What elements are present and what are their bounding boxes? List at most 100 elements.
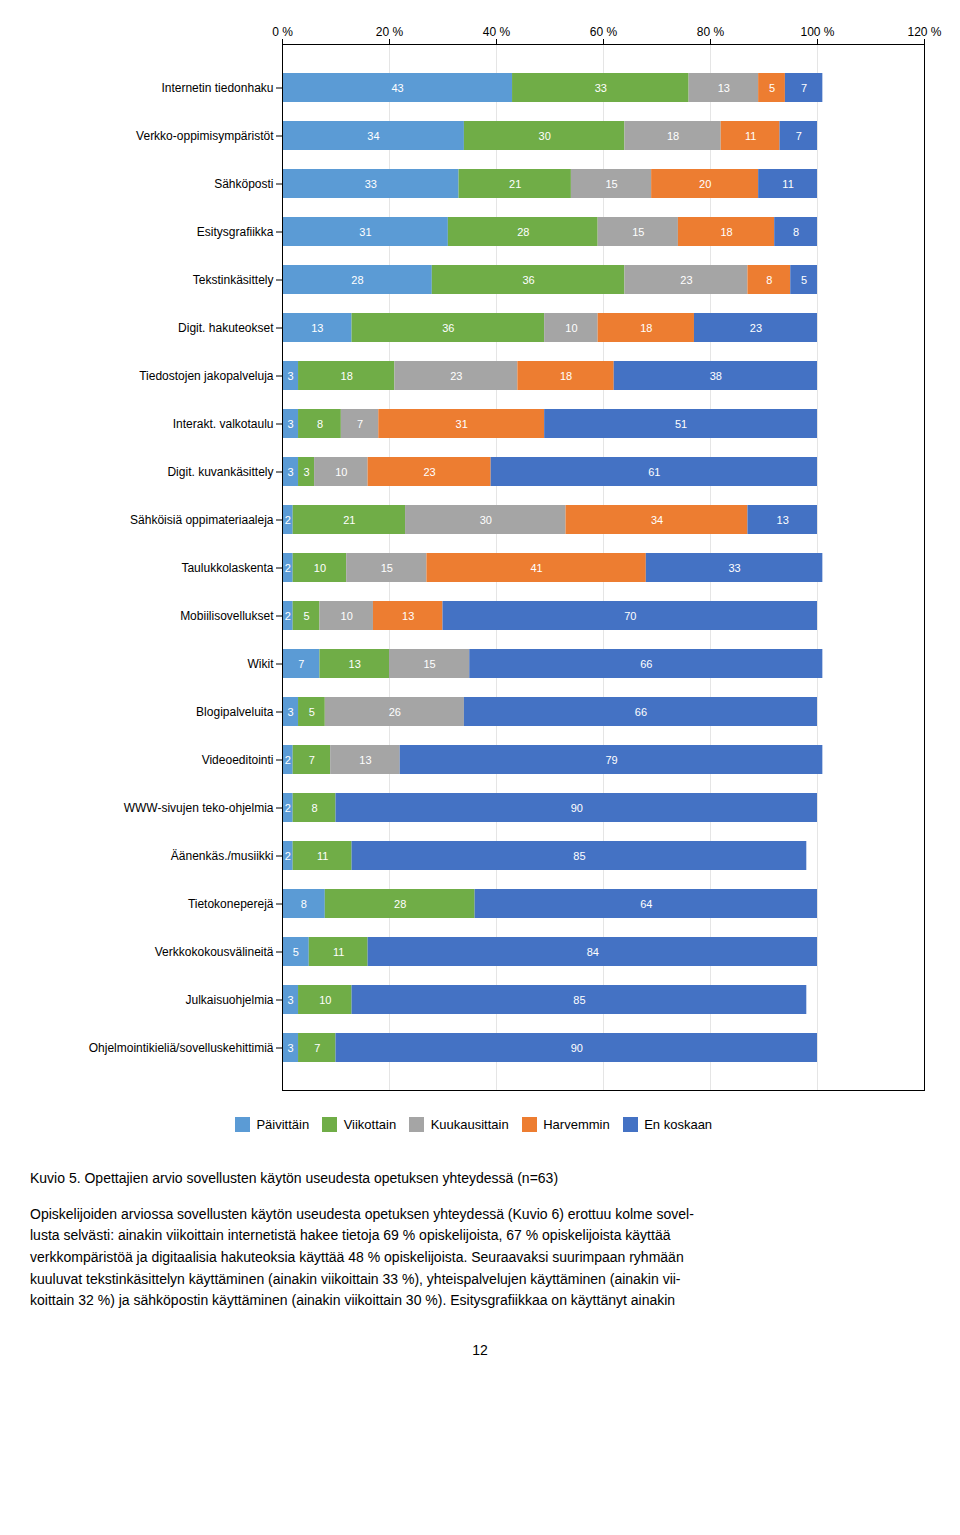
svg-text:10: 10: [319, 994, 331, 1006]
svg-text:10: 10: [565, 322, 577, 334]
svg-text:2: 2: [285, 610, 291, 622]
svg-text:Tiedostojen jakopalveluja: Tiedostojen jakopalveluja: [139, 369, 274, 383]
svg-text:WWW-sivujen teko-ohjelmia: WWW-sivujen teko-ohjelmia: [124, 801, 274, 815]
svg-text:3: 3: [304, 466, 310, 478]
svg-text:80 %: 80 %: [697, 25, 725, 39]
svg-text:61: 61: [648, 466, 660, 478]
svg-text:100 %: 100 %: [800, 25, 834, 39]
svg-text:23: 23: [750, 322, 762, 334]
svg-text:10: 10: [335, 466, 347, 478]
svg-text:31: 31: [359, 226, 371, 238]
svg-text:26: 26: [389, 706, 401, 718]
svg-text:18: 18: [341, 370, 353, 382]
svg-text:23: 23: [680, 274, 692, 286]
svg-text:34: 34: [651, 514, 663, 526]
svg-text:70: 70: [624, 610, 636, 622]
svg-text:33: 33: [595, 82, 607, 94]
svg-text:11: 11: [317, 850, 328, 862]
svg-text:3: 3: [287, 1042, 293, 1054]
svg-text:18: 18: [667, 130, 679, 142]
svg-text:Äänenkäs./musiikki: Äänenkäs./musiikki: [171, 849, 274, 863]
svg-text:18: 18: [720, 226, 732, 238]
svg-text:31: 31: [456, 418, 468, 430]
svg-text:11: 11: [782, 178, 793, 190]
svg-text:5: 5: [769, 82, 775, 94]
svg-text:15: 15: [632, 226, 644, 238]
svg-text:5: 5: [309, 706, 315, 718]
svg-text:0 %: 0 %: [272, 25, 293, 39]
svg-text:18: 18: [560, 370, 572, 382]
svg-text:7: 7: [357, 418, 363, 430]
svg-text:8: 8: [312, 802, 318, 814]
svg-text:21: 21: [343, 514, 355, 526]
svg-text:23: 23: [450, 370, 462, 382]
svg-text:Julkaisuohjelmia: Julkaisuohjelmia: [185, 993, 273, 1007]
svg-text:13: 13: [402, 610, 414, 622]
svg-text:3: 3: [287, 370, 293, 382]
svg-text:13: 13: [349, 658, 361, 670]
svg-text:8: 8: [317, 418, 323, 430]
svg-text:90: 90: [571, 1042, 583, 1054]
svg-text:Verkkokokousvälineitä: Verkkokokousvälineitä: [155, 945, 274, 959]
svg-text:3: 3: [287, 706, 293, 718]
svg-text:38: 38: [710, 370, 722, 382]
svg-text:84: 84: [587, 946, 599, 958]
svg-text:8: 8: [301, 898, 307, 910]
svg-text:23: 23: [424, 466, 436, 478]
svg-text:18: 18: [640, 322, 652, 334]
svg-text:40 %: 40 %: [483, 25, 511, 39]
svg-text:15: 15: [381, 562, 393, 574]
svg-text:8: 8: [766, 274, 772, 286]
svg-text:10: 10: [314, 562, 326, 574]
svg-text:11: 11: [333, 946, 344, 958]
svg-text:2: 2: [285, 802, 291, 814]
svg-text:5: 5: [801, 274, 807, 286]
svg-text:33: 33: [728, 562, 740, 574]
svg-text:66: 66: [640, 658, 652, 670]
svg-text:2: 2: [285, 562, 291, 574]
svg-text:Digit. kuvankäsittely: Digit. kuvankäsittely: [167, 465, 273, 479]
svg-text:28: 28: [351, 274, 363, 286]
svg-text:Wikit: Wikit: [248, 657, 275, 671]
svg-text:90: 90: [571, 802, 583, 814]
svg-text:120 %: 120 %: [907, 25, 941, 39]
svg-text:5: 5: [304, 610, 310, 622]
svg-text:11: 11: [745, 130, 756, 142]
svg-text:3: 3: [287, 466, 293, 478]
svg-text:Videoeditointi: Videoeditointi: [202, 753, 274, 767]
svg-text:Esitysgrafiikka: Esitysgrafiikka: [197, 225, 274, 239]
svg-text:Taulukkolaskenta: Taulukkolaskenta: [181, 561, 273, 575]
svg-text:33: 33: [365, 178, 377, 190]
svg-text:20 %: 20 %: [376, 25, 404, 39]
svg-text:7: 7: [314, 1042, 320, 1054]
svg-text:Verkko-oppimisympäristöt: Verkko-oppimisympäristöt: [136, 129, 274, 143]
svg-text:13: 13: [777, 514, 789, 526]
svg-text:Internetin tiedonhaku: Internetin tiedonhaku: [161, 81, 273, 95]
svg-text:41: 41: [531, 562, 543, 574]
svg-text:28: 28: [517, 226, 529, 238]
svg-text:Blogipalveluita: Blogipalveluita: [196, 705, 274, 719]
svg-text:Tekstinkäsittely: Tekstinkäsittely: [193, 273, 274, 287]
svg-text:30: 30: [480, 514, 492, 526]
svg-text:13: 13: [311, 322, 323, 334]
svg-text:Sähköisiä oppimateriaaleja: Sähköisiä oppimateriaaleja: [130, 513, 274, 527]
svg-text:34: 34: [367, 130, 379, 142]
svg-text:36: 36: [442, 322, 454, 334]
svg-text:3: 3: [287, 418, 293, 430]
svg-text:60 %: 60 %: [590, 25, 618, 39]
svg-text:43: 43: [391, 82, 403, 94]
svg-text:Tietokoneperejä: Tietokoneperejä: [188, 897, 274, 911]
svg-text:7: 7: [801, 82, 807, 94]
svg-text:36: 36: [522, 274, 534, 286]
svg-text:15: 15: [424, 658, 436, 670]
svg-text:28: 28: [394, 898, 406, 910]
svg-text:15: 15: [605, 178, 617, 190]
svg-text:Digit. hakuteokset: Digit. hakuteokset: [178, 321, 274, 335]
svg-text:7: 7: [796, 130, 802, 142]
svg-text:13: 13: [718, 82, 730, 94]
svg-text:Sähköposti: Sähköposti: [214, 177, 273, 191]
svg-text:2: 2: [285, 850, 291, 862]
svg-text:2: 2: [285, 514, 291, 526]
svg-text:21: 21: [509, 178, 521, 190]
svg-text:20: 20: [699, 178, 711, 190]
